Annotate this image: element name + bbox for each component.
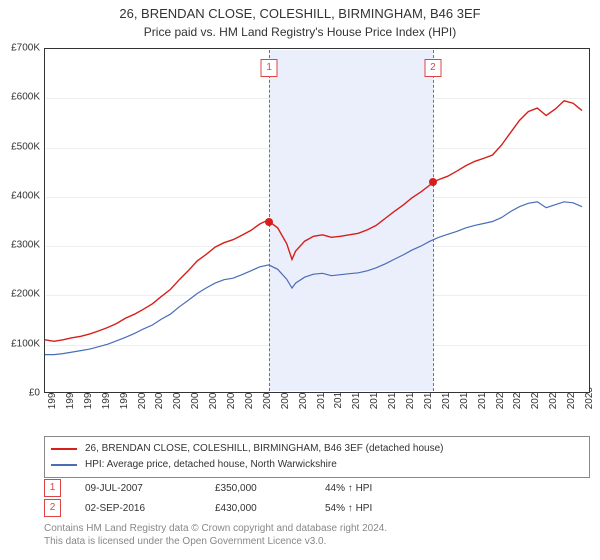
legend-row-1: 26, BRENDAN CLOSE, COLESHILL, BIRMINGHAM… [51, 441, 583, 457]
title-line-2: Price paid vs. HM Land Registry's House … [0, 25, 600, 39]
series-hpi [45, 202, 582, 355]
sale-price-2: £430,000 [215, 503, 325, 514]
y-tick: £200K [11, 289, 40, 300]
y-tick: £700K [11, 43, 40, 54]
y-tick: £400K [11, 190, 40, 201]
y-tick: £600K [11, 92, 40, 103]
sale-hpi-1: 44% ↑ HPI [325, 483, 372, 494]
y-tick: £0 [29, 388, 40, 399]
legend-row-2: HPI: Average price, detached house, Nort… [51, 457, 583, 473]
marker-dot-1 [265, 218, 273, 226]
legend-label-2: HPI: Average price, detached house, Nort… [85, 457, 337, 473]
titles: 26, BRENDAN CLOSE, COLESHILL, BIRMINGHAM… [0, 0, 600, 39]
plot-frame: 1 2 [44, 48, 590, 393]
series-property [45, 101, 582, 341]
sale-date-2: 02-SEP-2016 [85, 503, 215, 514]
title-line-1: 26, BRENDAN CLOSE, COLESHILL, BIRMINGHAM… [0, 6, 600, 21]
legend-swatch-2 [51, 464, 77, 466]
footer: Contains HM Land Registry data © Crown c… [44, 522, 590, 548]
footer-line-2: This data is licensed under the Open Gov… [44, 535, 590, 548]
sale-date-1: 09-JUL-2007 [85, 483, 215, 494]
sale-row-1: 1 09-JUL-2007 £350,000 44% ↑ HPI [44, 478, 590, 498]
plot-area: 1 2 [44, 48, 590, 393]
marker-box-2: 2 [424, 59, 441, 77]
legend-label-1: 26, BRENDAN CLOSE, COLESHILL, BIRMINGHAM… [85, 441, 443, 457]
y-tick: £300K [11, 240, 40, 251]
y-tick: £500K [11, 141, 40, 152]
sale-marker-1: 1 [44, 479, 61, 497]
sale-marker-2: 2 [44, 499, 61, 517]
sale-price-1: £350,000 [215, 483, 325, 494]
legend-swatch-1 [51, 448, 77, 450]
marker-box-1: 1 [261, 59, 278, 77]
sale-hpi-2: 54% ↑ HPI [325, 503, 372, 514]
sale-row-2: 2 02-SEP-2016 £430,000 54% ↑ HPI [44, 498, 590, 518]
y-tick: £100K [11, 338, 40, 349]
sales-rows: 1 09-JUL-2007 £350,000 44% ↑ HPI 2 02-SE… [44, 478, 590, 518]
chart-lines [45, 49, 591, 394]
legend: 26, BRENDAN CLOSE, COLESHILL, BIRMINGHAM… [44, 436, 590, 478]
footer-line-1: Contains HM Land Registry data © Crown c… [44, 522, 590, 535]
marker-dot-2 [429, 178, 437, 186]
chart-container: 26, BRENDAN CLOSE, COLESHILL, BIRMINGHAM… [0, 0, 600, 560]
